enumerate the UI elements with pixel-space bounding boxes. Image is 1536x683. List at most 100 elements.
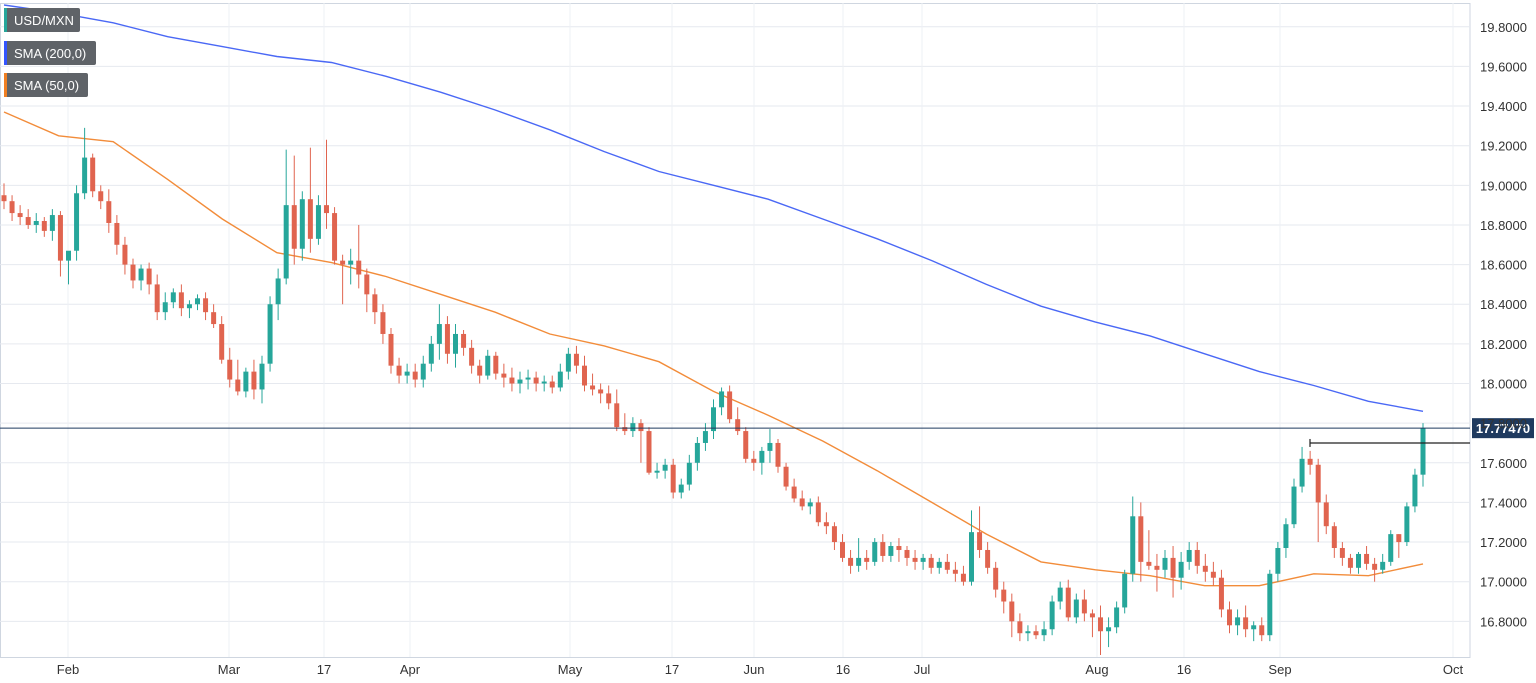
candle-body xyxy=(912,557,918,562)
candle-body xyxy=(1396,534,1402,543)
y-tick-label: 18.0000 xyxy=(1480,377,1527,392)
y-tick-label: 19.8000 xyxy=(1480,20,1527,35)
candle-body xyxy=(1009,601,1015,622)
candle-body xyxy=(888,546,894,556)
x-tick-label: Sep xyxy=(1268,662,1291,677)
candle-body xyxy=(1170,557,1176,578)
candle-body xyxy=(686,462,692,485)
candle-body xyxy=(549,381,555,388)
candle-body xyxy=(428,343,434,364)
candle-body xyxy=(1291,486,1297,525)
candle-body xyxy=(1001,589,1007,602)
candle-body xyxy=(1017,621,1023,634)
candle-body xyxy=(694,442,700,463)
candle-body xyxy=(1186,549,1192,562)
candle-body xyxy=(461,333,467,348)
candle-body xyxy=(33,221,39,225)
candle-body xyxy=(1372,563,1378,570)
candle-body xyxy=(557,371,563,388)
candle-body xyxy=(1299,458,1305,487)
candle-body xyxy=(1106,627,1112,632)
candle-body xyxy=(1380,561,1386,570)
candle-body xyxy=(162,302,168,313)
candle-body xyxy=(1364,553,1370,564)
candle-body xyxy=(799,498,805,507)
candle-body xyxy=(1162,557,1168,570)
candle-body xyxy=(533,377,539,384)
candle-body xyxy=(477,365,483,376)
candle-body xyxy=(525,377,531,380)
candle-body xyxy=(1057,587,1063,602)
candle-body xyxy=(1251,625,1257,630)
plot-border xyxy=(0,3,1471,658)
candle-body xyxy=(324,205,329,214)
candle-body xyxy=(614,403,620,428)
candle-body xyxy=(848,557,854,566)
candle-body xyxy=(920,557,926,562)
y-tick-label: 17.4000 xyxy=(1480,495,1527,510)
candle-body xyxy=(751,458,757,463)
candle-body xyxy=(775,442,781,467)
candle-body xyxy=(307,199,313,239)
candle-body xyxy=(1098,617,1103,632)
x-tick-label: Feb xyxy=(57,662,79,677)
candle-body xyxy=(1356,553,1361,568)
candle-body xyxy=(1202,565,1208,572)
candle-body xyxy=(541,381,547,384)
candle-body xyxy=(283,205,289,279)
legend-badge xyxy=(4,73,88,97)
candle-body xyxy=(332,213,338,261)
candle-body xyxy=(1275,548,1281,574)
candle-body xyxy=(582,365,587,386)
candle-body xyxy=(251,371,257,390)
overlay-layer: 17.77470 xyxy=(0,418,1534,447)
candle-body xyxy=(211,312,217,325)
legend-label: SMA (200,0) xyxy=(14,46,86,61)
legend-swatch xyxy=(4,73,7,97)
candle-body xyxy=(195,298,200,305)
candle-body xyxy=(952,569,958,574)
x-tick-label: 16 xyxy=(836,662,850,677)
candle-body xyxy=(315,205,321,239)
candle-body xyxy=(267,304,273,364)
y-tick-label: 19.4000 xyxy=(1480,99,1527,114)
candle-body xyxy=(453,333,458,354)
candle-body xyxy=(678,484,684,493)
candle-body xyxy=(783,466,789,487)
candle-body xyxy=(380,312,386,334)
candle-body xyxy=(493,355,499,374)
candle-body xyxy=(638,423,644,432)
candle-body xyxy=(1339,548,1345,558)
candle-body xyxy=(985,549,991,568)
candle-body xyxy=(711,407,716,432)
candle-body xyxy=(1065,587,1071,618)
y-tick-label: 19.0000 xyxy=(1480,178,1527,193)
candle-body xyxy=(146,268,152,285)
candle-body xyxy=(1420,428,1426,475)
candle-body xyxy=(662,464,668,471)
candle-body xyxy=(1259,625,1265,636)
candle-body xyxy=(404,371,410,376)
candle-body xyxy=(275,278,281,305)
candle-body xyxy=(1347,557,1353,568)
candle-body xyxy=(420,363,426,380)
candle-body xyxy=(1049,601,1055,630)
candle-body xyxy=(928,557,934,568)
candle-body xyxy=(1412,474,1418,507)
candle-body xyxy=(388,333,394,366)
candle-body xyxy=(17,213,23,218)
candle-body xyxy=(509,377,515,384)
candle-body xyxy=(348,260,354,265)
candle-body xyxy=(719,391,725,408)
candle-body xyxy=(114,222,120,245)
legend-label: SMA (50,0) xyxy=(14,78,79,93)
candle-body xyxy=(1033,631,1039,636)
candle-body xyxy=(1404,506,1410,543)
candle-body xyxy=(1267,573,1273,636)
candle-body xyxy=(25,217,31,225)
candle-body xyxy=(1041,629,1047,636)
sma-200-line xyxy=(3,4,1424,412)
candle-body xyxy=(1154,565,1160,570)
candle-body xyxy=(436,324,442,344)
